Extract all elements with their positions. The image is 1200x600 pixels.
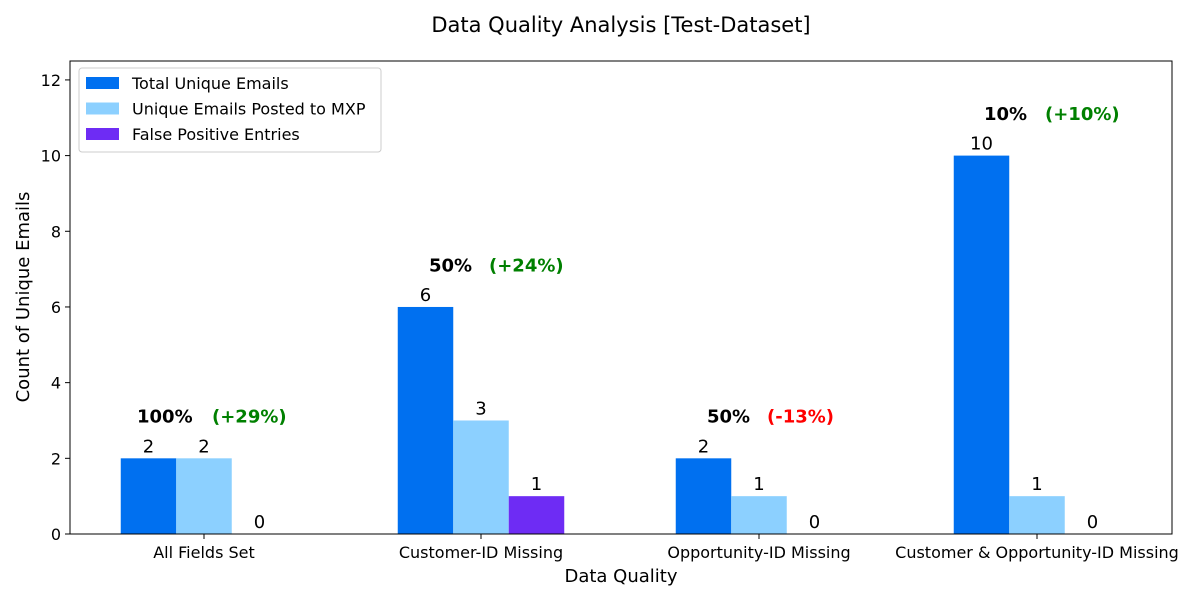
legend-swatch [86,77,119,89]
bar-value-label: 1 [1031,474,1042,495]
bar-value-label: 0 [1087,512,1098,533]
y-tick-label: 0 [51,525,61,544]
bar-value-label: 6 [420,285,431,306]
legend-entry: False Positive Entries [132,125,300,144]
chart-title: Data Quality Analysis [Test-Dataset] [431,13,810,37]
bar-1-4 [953,155,1010,534]
x-tick-label: Customer & Opportunity-ID Missing [895,543,1179,562]
y-tick-label: 10 [41,147,61,166]
change-annotation: (+10%) [1045,104,1120,125]
bar-value-label: 0 [254,512,265,533]
rate-annotation: 50% [429,255,472,276]
bar-value-label: 0 [809,512,820,533]
bar-2-2 [453,420,509,534]
bar-3-2 [508,496,565,534]
rate-annotation: 10% [984,104,1027,125]
y-tick-label: 2 [51,449,61,468]
rate-annotation: 100% [137,407,193,428]
legend-swatch [86,128,119,140]
bar-value-label: 2 [198,436,209,457]
legend: Total Unique Emails Unique Emails Posted … [78,67,382,153]
rate-annotation: 50% [707,407,750,428]
y-tick-label: 4 [51,374,61,393]
bar-value-label: 3 [475,398,486,419]
x-axis-label: Data Quality [564,566,677,587]
change-annotation: (-13%) [767,407,834,428]
y-tick-label: 12 [41,71,61,90]
y-tick-label: 6 [51,298,61,317]
change-annotation: (+24%) [489,255,564,276]
bar-value-label: 1 [753,474,764,495]
bar-value-label: 2 [698,436,709,457]
legend-box [78,67,382,153]
bar-value-label: 10 [970,134,993,155]
change-annotation: (+29%) [212,407,287,428]
bar-value-label: 1 [531,474,542,495]
x-tick-label: Opportunity-ID Missing [667,543,850,562]
y-axis-label: Count of Unique Emails [13,192,34,403]
bar-2-1 [176,458,232,534]
legend-entry: Total Unique Emails [131,74,289,93]
x-tick-label: Customer-ID Missing [399,543,563,562]
bar-1-1 [120,458,177,534]
plot-frame [69,60,1173,535]
bar-1-3 [675,458,732,534]
bar-value-label: 2 [143,436,154,457]
legend-entry: Unique Emails Posted to MXP [132,100,366,119]
bar-1-2 [397,306,454,534]
y-tick-label: 8 [51,222,61,241]
bar-2-3 [731,496,787,534]
x-tick-label: All Fields Set [153,543,255,562]
legend-swatch [86,102,119,115]
bar-2-4 [1009,496,1065,534]
